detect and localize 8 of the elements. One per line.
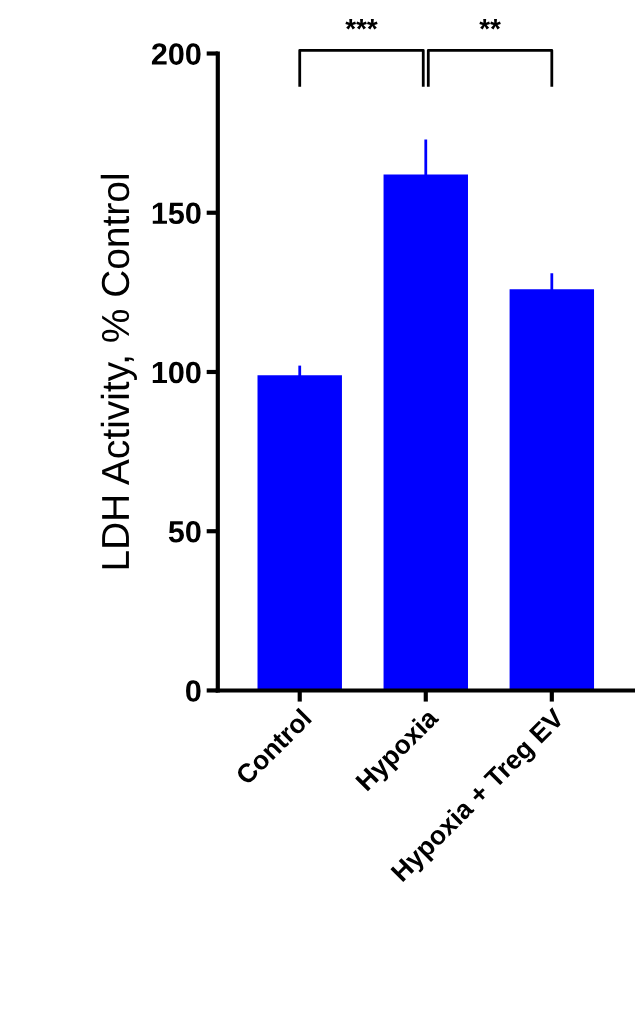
y-axis-title: LDH Activity, % Control: [100, 175, 137, 569]
y-tick-label: 150: [152, 202, 201, 225]
y-tick-label: 0: [186, 680, 201, 702]
y-tick-label: 100: [152, 361, 201, 384]
y-tick-label: 50: [168, 520, 201, 543]
y-tick-label: 200: [151, 43, 201, 65]
text: **: [479, 19, 501, 30]
text: ***: [345, 19, 378, 30]
